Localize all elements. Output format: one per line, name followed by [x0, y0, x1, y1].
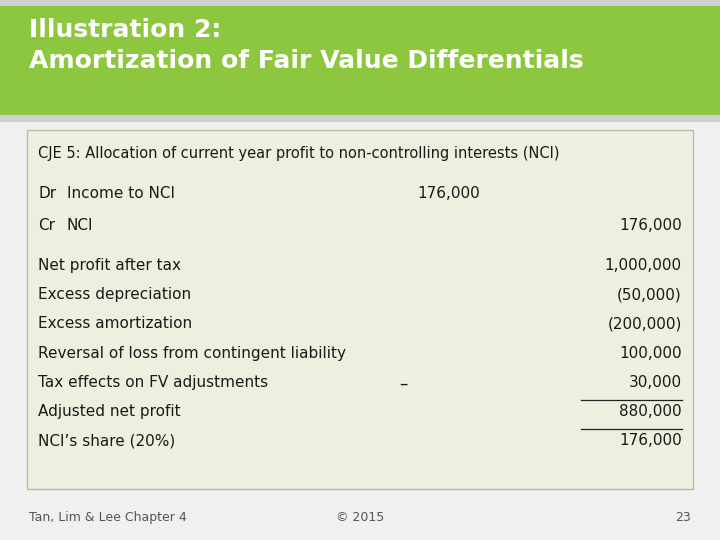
Text: 100,000: 100,000: [619, 346, 682, 361]
Text: Excess amortization: Excess amortization: [38, 316, 192, 332]
Text: NCI’s share (20%): NCI’s share (20%): [38, 433, 176, 448]
Text: (200,000): (200,000): [608, 316, 682, 332]
Text: (50,000): (50,000): [617, 287, 682, 302]
Text: Tan, Lim & Lee Chapter 4: Tan, Lim & Lee Chapter 4: [29, 511, 186, 524]
Text: Amortization of Fair Value Differentials: Amortization of Fair Value Differentials: [29, 49, 583, 72]
Text: Dr: Dr: [38, 186, 56, 201]
FancyBboxPatch shape: [0, 0, 720, 6]
Text: NCI: NCI: [67, 218, 94, 233]
Text: Adjusted net profit: Adjusted net profit: [38, 404, 181, 419]
Text: 176,000: 176,000: [619, 218, 682, 233]
Text: CJE 5: Allocation of current year profit to non-controlling interests (NCI): CJE 5: Allocation of current year profit…: [38, 146, 559, 161]
Text: Tax effects on FV adjustments: Tax effects on FV adjustments: [38, 375, 269, 390]
Text: 880,000: 880,000: [619, 404, 682, 419]
Text: Cr: Cr: [38, 218, 55, 233]
Text: 30,000: 30,000: [629, 375, 682, 390]
FancyBboxPatch shape: [0, 115, 720, 122]
Text: Excess depreciation: Excess depreciation: [38, 287, 192, 302]
Text: Income to NCI: Income to NCI: [67, 186, 175, 201]
Text: 23: 23: [675, 511, 691, 524]
Text: Net profit after tax: Net profit after tax: [38, 258, 181, 273]
FancyBboxPatch shape: [27, 130, 693, 489]
Text: Reversal of loss from contingent liability: Reversal of loss from contingent liabili…: [38, 346, 346, 361]
Text: 176,000: 176,000: [418, 186, 480, 201]
Text: © 2015: © 2015: [336, 511, 384, 524]
Text: 176,000: 176,000: [619, 433, 682, 448]
FancyBboxPatch shape: [0, 0, 720, 122]
Text: 1,000,000: 1,000,000: [605, 258, 682, 273]
Text: –: –: [400, 375, 408, 393]
Text: Illustration 2:: Illustration 2:: [29, 18, 221, 42]
